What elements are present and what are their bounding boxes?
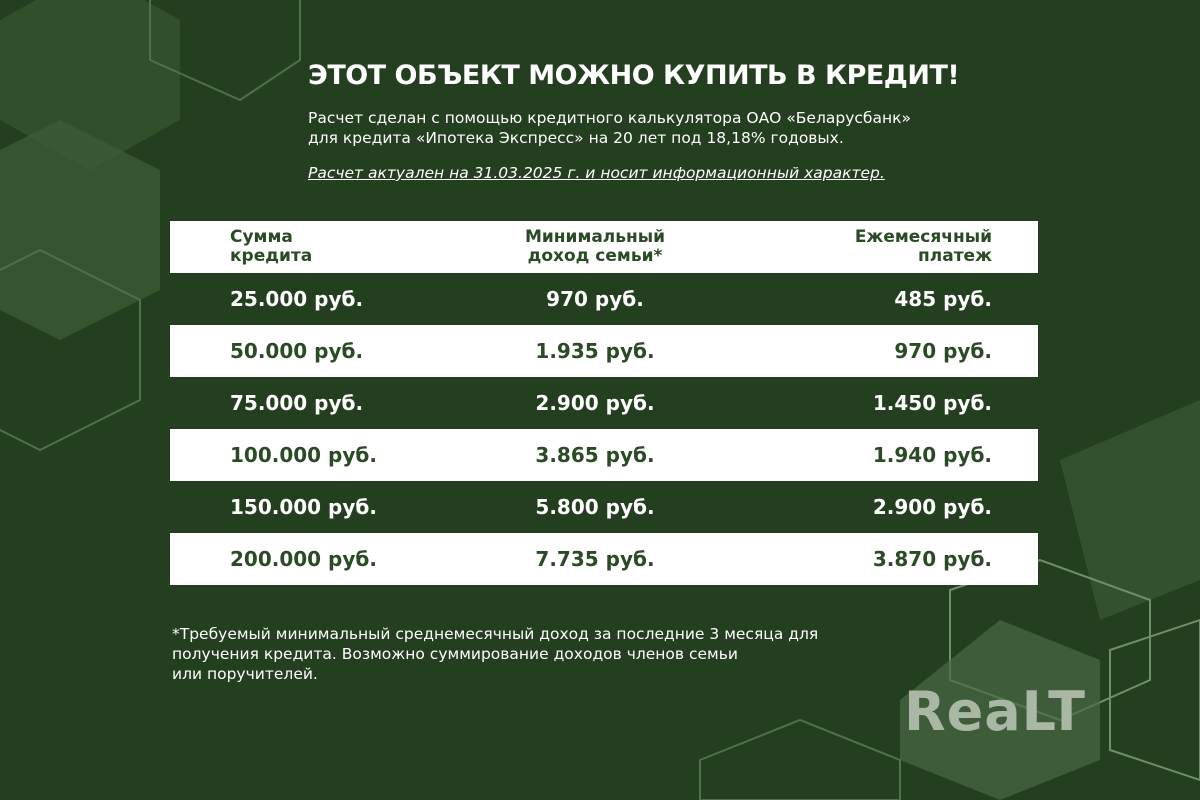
subtitle-line: Расчет сделан с помощью кредитного кальк… xyxy=(308,109,911,127)
table-row: 200.000 руб. 7.735 руб. 3.870 руб. xyxy=(170,533,1038,585)
footnote-line: *Требуемый минимальный среднемесячный до… xyxy=(172,625,819,643)
min-income: 1.935 руб. xyxy=(535,339,655,363)
loan-amount: 100.000 руб. xyxy=(230,443,377,467)
footnote-line: или поручителей. xyxy=(172,665,318,683)
monthly-payment: 2.900 руб. xyxy=(872,495,992,519)
min-income: 7.735 руб. xyxy=(535,547,655,571)
min-income: 3.865 руб. xyxy=(535,443,655,467)
header-loan-amount: Сумма кредита xyxy=(230,227,313,266)
monthly-payment: 1.940 руб. xyxy=(872,443,992,467)
footnote: *Требуемый минимальный среднемесячный до… xyxy=(172,624,972,684)
loan-amount: 25.000 руб. xyxy=(230,287,364,311)
loan-amount: 200.000 руб. xyxy=(230,547,377,571)
footnote-line: получения кредита. Возможно суммирование… xyxy=(172,645,738,663)
table-row: 50.000 руб. 1.935 руб. 970 руб. xyxy=(170,325,1038,377)
loan-amount: 50.000 руб. xyxy=(230,339,364,363)
min-income: 970 руб. xyxy=(546,287,644,311)
header-min-income: Минимальный доход семьи* xyxy=(524,227,666,266)
subtitle: Расчет сделан с помощью кредитного кальк… xyxy=(308,108,1048,148)
realt-logo: ReaLT xyxy=(904,680,1086,743)
table-header: Сумма кредита Минимальный доход семьи* Еже… xyxy=(170,221,1038,273)
monthly-payment: 3.870 руб. xyxy=(872,547,992,571)
table-row: 150.000 руб. 5.800 руб. 2.900 руб. xyxy=(170,481,1038,533)
min-income: 5.800 руб. xyxy=(535,495,655,519)
table-row: 25.000 руб. 970 руб. 485 руб. xyxy=(170,273,1038,325)
loan-amount: 150.000 руб. xyxy=(230,495,377,519)
loan-amount: 75.000 руб. xyxy=(230,391,364,415)
table-row: 75.000 руб. 2.900 руб. 1.450 руб. xyxy=(170,377,1038,429)
subtitle-line: для кредита «Ипотека Экспресс» на 20 лет… xyxy=(308,129,844,147)
monthly-payment: 1.450 руб. xyxy=(872,391,992,415)
header-monthly-payment: Ежемесячный платеж xyxy=(854,227,992,266)
min-income: 2.900 руб. xyxy=(535,391,655,415)
credit-table: Сумма кредита Минимальный доход семьи* Еже… xyxy=(170,221,1038,585)
disclaimer-note: Расчет актуален на 31.03.2025 г. и носит… xyxy=(308,164,885,182)
table-row: 100.000 руб. 3.865 руб. 1.940 руб. xyxy=(170,429,1038,481)
monthly-payment: 485 руб. xyxy=(894,287,992,311)
page-title: ЭТОТ ОБЪЕКТ МОЖНО КУПИТЬ В КРЕДИТ! xyxy=(308,60,960,91)
monthly-payment: 970 руб. xyxy=(894,339,992,363)
